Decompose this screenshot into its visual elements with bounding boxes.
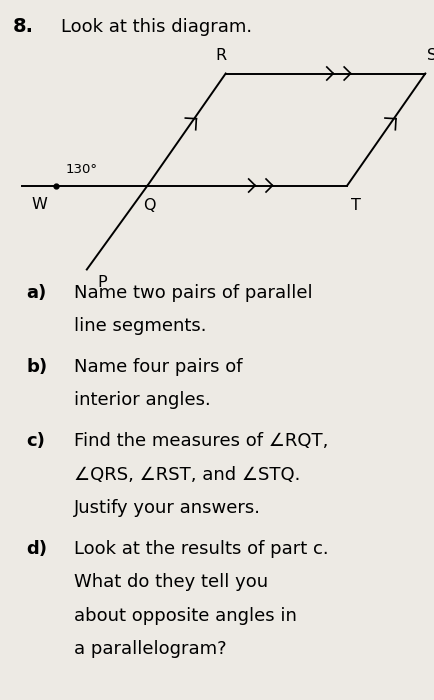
Text: interior angles.: interior angles. (74, 391, 210, 409)
Text: Name two pairs of parallel: Name two pairs of parallel (74, 284, 312, 302)
Text: c): c) (26, 432, 45, 450)
Text: ∠QRS, ∠RST, and ∠STQ.: ∠QRS, ∠RST, and ∠STQ. (74, 466, 300, 484)
Text: P: P (98, 275, 107, 290)
Text: Look at the results of part c.: Look at the results of part c. (74, 540, 329, 558)
Text: What do they tell you: What do they tell you (74, 573, 268, 592)
Text: R: R (216, 48, 227, 63)
Text: d): d) (26, 540, 47, 558)
Text: T: T (351, 198, 361, 213)
Text: b): b) (26, 358, 47, 376)
Text: Name four pairs of: Name four pairs of (74, 358, 242, 376)
Text: W: W (31, 197, 47, 211)
Text: a parallelogram?: a parallelogram? (74, 640, 227, 659)
Text: line segments.: line segments. (74, 317, 206, 335)
Text: about opposite angles in: about opposite angles in (74, 607, 297, 625)
Text: 8.: 8. (13, 18, 34, 36)
Text: Q: Q (144, 198, 156, 213)
Text: a): a) (26, 284, 46, 302)
Text: Look at this diagram.: Look at this diagram. (61, 18, 252, 36)
Text: Find the measures of ∠RQT,: Find the measures of ∠RQT, (74, 432, 328, 450)
Text: 130°: 130° (66, 163, 98, 176)
Text: Justify your answers.: Justify your answers. (74, 499, 261, 517)
Text: S: S (427, 48, 434, 63)
